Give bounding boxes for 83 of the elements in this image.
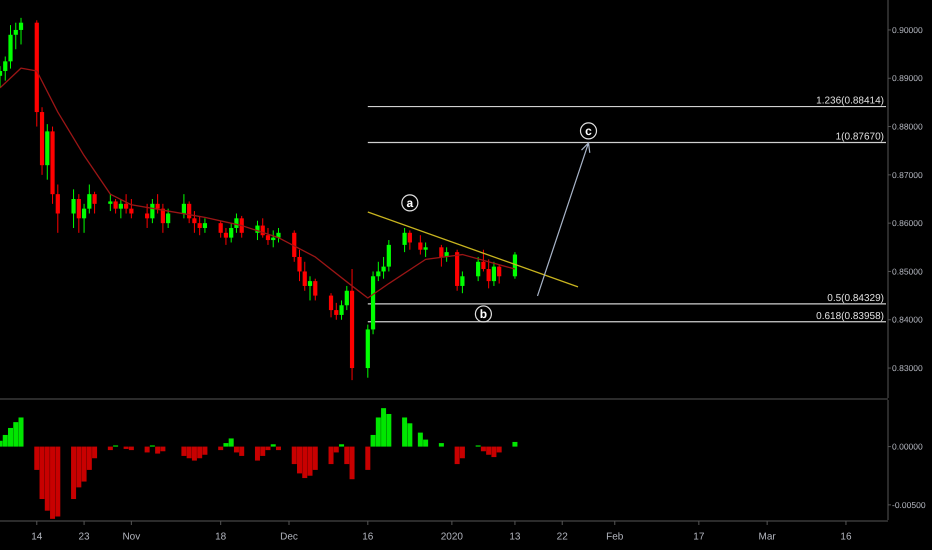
candlestick [240, 215, 244, 238]
x-tick-label: 14 [31, 532, 43, 542]
candlestick [386, 240, 391, 272]
candlestick [328, 292, 334, 318]
x-tick-label: 23 [78, 532, 90, 542]
x-tick-label: Mar [758, 532, 776, 542]
annotation: c [585, 124, 592, 138]
y-tick-label: 0.87000 [892, 170, 923, 180]
y-tick-label: 0.90000 [892, 24, 923, 35]
candlestick [492, 261, 496, 286]
candlestick [92, 191, 97, 214]
x-tick-label: 2020 [440, 532, 464, 542]
candlestick [476, 256, 480, 282]
ref-line-label: 1(0.87670) [836, 131, 884, 142]
candlestick [202, 218, 208, 234]
bar [108, 446, 113, 450]
candlestick [87, 184, 92, 214]
candlestick [271, 230, 276, 248]
candlestick [71, 188, 76, 228]
candlestick [229, 222, 234, 243]
candlestick [313, 278, 318, 301]
candlestick [3, 56, 8, 82]
candlestick [14, 22, 18, 50]
candlestick [418, 234, 422, 256]
x-tick-label: 16 [362, 532, 374, 542]
candlestick [439, 244, 444, 268]
candlestick [402, 227, 407, 253]
y-tick-label: 0.00000 [892, 442, 923, 452]
y-tick-label: 0.85000 [892, 266, 923, 276]
bar [276, 446, 281, 450]
candlestick [18, 17, 24, 45]
x-tick-label: Dec [280, 532, 298, 542]
candlestick [129, 198, 134, 219]
bar [144, 446, 150, 452]
y-tick-label: 0.86000 [892, 218, 923, 228]
candlestick [260, 218, 265, 238]
candlestick [408, 230, 412, 250]
candlestick [308, 276, 312, 301]
y-tick-label: 0.89000 [892, 73, 923, 84]
candlestick [113, 198, 118, 214]
x-tick-label: 16 [840, 532, 852, 542]
bar [218, 446, 224, 450]
annotation: b [480, 306, 488, 321]
candlestick [145, 203, 150, 228]
candlestick [344, 285, 349, 311]
line-series [0, 67, 516, 299]
y-tick-label: 0.84000 [892, 314, 923, 325]
candlestick [497, 264, 502, 284]
x-tick-label: 17 [693, 532, 705, 542]
candlestick [198, 215, 202, 236]
candlestick [381, 256, 386, 280]
candlestick [82, 203, 86, 234]
candlestick [187, 200, 192, 224]
candlestick [297, 249, 302, 282]
candlestick [486, 258, 491, 289]
candlestick [56, 184, 60, 234]
candlestick [182, 194, 186, 219]
candlestick [460, 270, 464, 294]
y-tick-label: 0.88000 [892, 122, 923, 132]
candlestick [334, 302, 338, 320]
bar [438, 443, 444, 447]
candlestick [302, 261, 307, 292]
x-tick-label: 22 [556, 532, 568, 542]
candlestick [166, 208, 170, 228]
ref-line-label: 0.618(0.83958) [816, 310, 884, 322]
x-tick-label: 18 [215, 532, 227, 542]
candlestick [481, 249, 486, 272]
candlestick [266, 227, 270, 246]
candlestick [76, 194, 81, 234]
y-tick-label: 0.83000 [892, 363, 923, 374]
x-tick-label: Feb [606, 532, 624, 542]
bar [512, 442, 518, 447]
candlestick [218, 220, 223, 238]
annotation: a [406, 196, 414, 210]
ref-line-label: 0.5(0.84329) [827, 292, 884, 304]
candlestick [108, 194, 112, 212]
x-tick-label: 13 [509, 532, 521, 542]
y-tick-label: -0.00500 [892, 500, 926, 510]
x-tick-label: Nov [122, 532, 140, 542]
candlestick [376, 261, 380, 282]
ref-line-label: 1.236(0.88414) [816, 96, 884, 107]
bar [365, 446, 370, 470]
candlestick [339, 300, 344, 320]
